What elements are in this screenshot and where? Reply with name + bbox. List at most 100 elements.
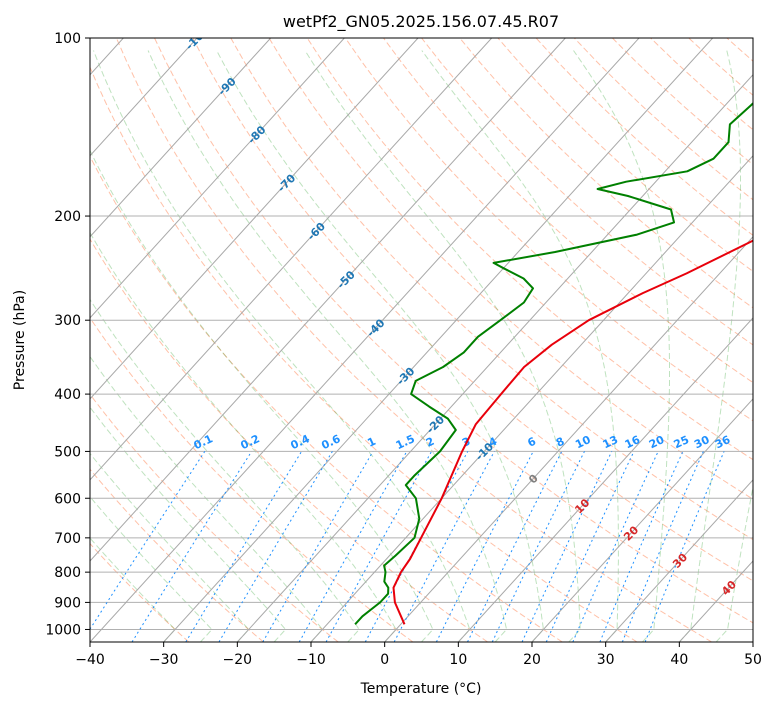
y-tick-label: 400: [54, 387, 81, 403]
y-tick-label: 200: [54, 209, 81, 225]
isotherm-line: [310, 155, 753, 642]
dry-adiabat: [192, 38, 753, 582]
y-axis-ticks: 100 200 300 400 500 600 700 800 900 1000: [45, 31, 90, 638]
dry-adiabat: [573, 38, 753, 201]
moist-adiabat: [715, 484, 753, 642]
mixing-ratio-line: [572, 451, 659, 642]
x-axis-label: Temperature (°C): [360, 681, 482, 697]
dry-adiabat: [90, 66, 638, 642]
mixing-ratio-line: [491, 451, 585, 642]
moist-adiabat: [216, 50, 544, 642]
mixing-ratio-label: 25: [672, 433, 691, 451]
mixing-ratio-line: [435, 451, 534, 642]
mixing-ratio-line: [393, 451, 495, 642]
mixing-ratio-label: 1: [365, 435, 377, 450]
x-axis-ticks: −40 −30 −20 −10 0 10 20 30 40 50: [75, 642, 762, 668]
mixing-ratio-line: [298, 451, 408, 642]
dry-adiabat: [459, 38, 753, 309]
isotherm-line: [90, 38, 272, 238]
x-tick-label: 10: [449, 652, 467, 668]
moist-adiabat: [90, 452, 250, 642]
mixing-ratio-lines: [90, 451, 725, 642]
mixing-ratio-line: [90, 451, 206, 631]
isotherm-line: [678, 560, 753, 642]
y-tick-label: 800: [54, 565, 81, 581]
isotherm-line: [457, 317, 753, 642]
moist-adiabat: [90, 149, 434, 642]
mixing-ratio-label: 10: [573, 433, 593, 451]
mixing-ratio-label: 36: [713, 433, 733, 451]
moist-adiabat: [678, 50, 741, 642]
moist-adiabat: [90, 355, 324, 642]
x-tick-label: 30: [597, 652, 615, 668]
chart-title: wetPf2_GN05.2025.156.07.45.R07: [283, 12, 559, 32]
moist-adiabat: [90, 495, 213, 642]
y-tick-label: 900: [54, 595, 81, 611]
mixing-ratio-label: 1.5: [394, 432, 417, 452]
moist-adiabat-lines: [90, 50, 753, 642]
mixing-ratio-label: 13: [601, 433, 620, 451]
dry-adiabat: [90, 468, 264, 642]
mixing-ratio-line: [644, 451, 725, 642]
moist-adiabat: [573, 50, 670, 642]
moist-adiabat: [304, 50, 581, 642]
mixing-ratio-label: 0.4: [289, 432, 312, 452]
dry-adiabat: [90, 393, 339, 642]
mixing-ratio-label: 20: [647, 433, 667, 451]
mixing-ratio-label: 6: [526, 435, 539, 450]
isotherm-line: [531, 398, 753, 642]
moist-adiabat: [90, 298, 360, 642]
y-axis-label: Pressure (hPa): [12, 290, 28, 390]
dry-adiabat: [344, 38, 753, 422]
mixing-ratio-label: 0.1: [192, 432, 215, 452]
x-tick-label: −10: [296, 652, 326, 668]
y-tick-label: 500: [54, 444, 81, 460]
mixing-ratio-line: [185, 451, 303, 642]
isotherm-line: [90, 38, 198, 157]
dry-adiabat: [90, 317, 414, 642]
y-tick-label: 600: [54, 491, 81, 507]
x-tick-label: 20: [523, 652, 541, 668]
mixing-ratio-line: [545, 451, 635, 642]
x-tick-label: −20: [223, 652, 253, 668]
isotherm-line: [384, 236, 753, 642]
isotherm-line: [90, 38, 566, 562]
dewpoint-profile: [354, 101, 753, 625]
mixing-ratio-line: [262, 451, 374, 642]
plot-frame: [89, 37, 754, 643]
dry-adiabat: [383, 38, 753, 384]
x-tick-label: 50: [744, 652, 762, 668]
mixing-ratio-label: 30: [692, 433, 712, 451]
isotherm-line: [90, 38, 345, 319]
mixing-ratio-line: [131, 451, 253, 642]
moist-adiabat: [90, 406, 287, 642]
x-tick-label: 0: [380, 652, 389, 668]
y-tick-label: 300: [54, 313, 81, 329]
skewed-isotherm-lines: [90, 38, 753, 642]
moist-adiabat: [752, 641, 753, 642]
dry-adiabat: [535, 38, 753, 236]
mixing-ratio-label: 8: [554, 435, 566, 450]
y-tick-label: 1000: [45, 622, 81, 638]
moist-adiabat: [90, 231, 397, 642]
dry-adiabat: [90, 238, 488, 642]
plot-area: -100-90-80-70-60-50-40-30-20-10010203040…: [90, 38, 753, 642]
isotherm-line: [90, 38, 640, 642]
mixing-ratio-line: [521, 451, 613, 642]
moist-adiabat: [147, 50, 508, 642]
mixing-ratio-line: [599, 451, 684, 642]
mixing-ratio-line: [218, 451, 333, 642]
mixing-ratio-line: [325, 451, 433, 642]
mixing-ratio-labels: 0.1 0.2 0.4 0.6 1 1.5 2 3 4 6 8 10 13 16 20 25 30 36: [192, 432, 733, 452]
isotherm-line: [90, 38, 419, 400]
y-tick-label: 700: [54, 531, 81, 547]
x-tick-label: −40: [75, 652, 105, 668]
sounding-series: [354, 101, 753, 625]
moist-adiabat: [90, 537, 176, 642]
dry-adiabat: [268, 38, 753, 500]
x-tick-label: −30: [149, 652, 179, 668]
moist-adiabat: [421, 50, 619, 642]
mixing-ratio-label: 2: [424, 435, 436, 450]
isotherm-line: [605, 479, 753, 642]
isotherm-line: [236, 73, 753, 642]
